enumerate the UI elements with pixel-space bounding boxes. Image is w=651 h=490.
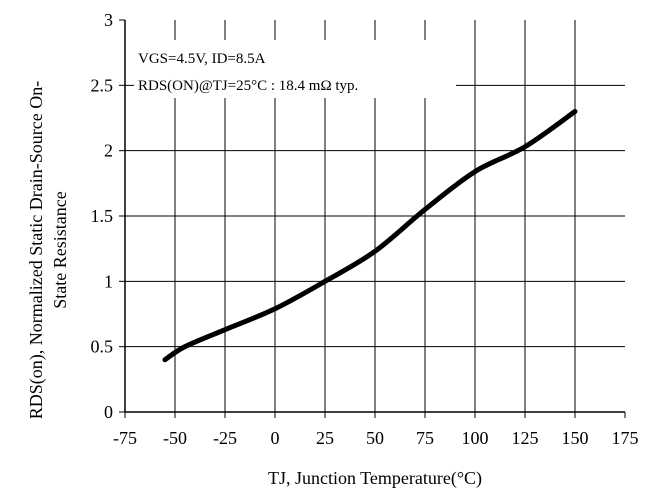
x-tick-label: -75 bbox=[113, 428, 137, 448]
y-tick-label: 2 bbox=[104, 141, 113, 161]
x-tick-label: 150 bbox=[562, 428, 589, 448]
y-tick-label: 3 bbox=[104, 10, 113, 30]
y-tick-label: 0.5 bbox=[91, 337, 114, 357]
y-axis-title-line2: State Resistance bbox=[50, 191, 70, 308]
x-tick-label: 75 bbox=[416, 428, 434, 448]
y-tick-label: 1 bbox=[104, 271, 113, 291]
y-tick-label: 2.5 bbox=[91, 75, 114, 95]
y-tick-label: 1.5 bbox=[91, 206, 114, 226]
x-tick-label: 100 bbox=[462, 428, 489, 448]
x-tick-label: 125 bbox=[512, 428, 539, 448]
axes bbox=[119, 19, 626, 418]
y-tick-labels: 0 0.5 1 1.5 2 2.5 3 bbox=[91, 10, 114, 422]
annotation-conditions: VGS=4.5V, ID=8.5A bbox=[138, 51, 266, 67]
x-tick-label: 25 bbox=[316, 428, 334, 448]
annotation-reference: RDS(ON)@TJ=25°C : 18.4 mΩ typ. bbox=[138, 78, 358, 94]
x-tick-labels: -75 -50 -25 0 25 50 75 100 125 150 175 bbox=[113, 428, 639, 448]
y-axis-title-line1: RDS(on), Normalized Static Drain-Source … bbox=[26, 81, 47, 419]
x-tick-label: -50 bbox=[163, 428, 187, 448]
series-line bbox=[162, 108, 578, 363]
x-tick-label: 0 bbox=[271, 428, 280, 448]
x-tick-label: 175 bbox=[612, 428, 639, 448]
x-tick-label: 50 bbox=[366, 428, 384, 448]
series-layer bbox=[162, 108, 578, 363]
y-tick-label: 0 bbox=[104, 402, 113, 422]
x-axis-title: TJ, Junction Temperature(°C) bbox=[268, 468, 482, 489]
x-tick-label: -25 bbox=[213, 428, 237, 448]
annotation-backdrop bbox=[134, 40, 456, 98]
